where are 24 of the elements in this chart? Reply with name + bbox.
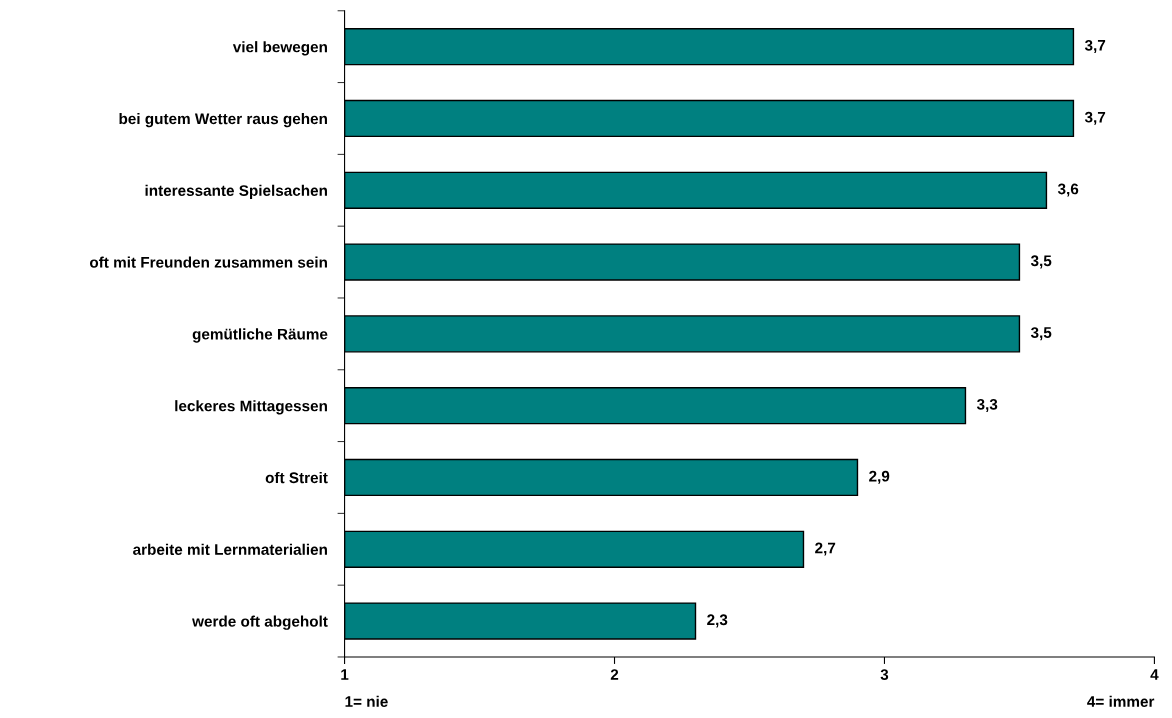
x-tick-label: 2	[610, 669, 619, 680]
y-tick-label: interessante Spielsachen	[145, 184, 327, 199]
y-tick-label: arbeite mit Lernmaterialien	[133, 543, 327, 555]
data-label: 3,3	[976, 398, 998, 412]
data-label: 2,7	[815, 542, 836, 556]
data-label: 2,3	[707, 614, 728, 628]
x-tick-label: 1	[341, 669, 349, 680]
data-label: 3,7	[1084, 111, 1106, 125]
y-tick-label: leckeres Mittagessen	[175, 400, 327, 415]
y-tick-label: bei gutem Wetter raus gehen	[119, 112, 327, 128]
data-label: 3,5	[1030, 255, 1052, 269]
text: 1= nie	[345, 695, 388, 707]
data-label: 3,7	[1084, 39, 1106, 53]
data-label: 3,5	[1030, 327, 1052, 341]
y-tick-label: gemütliche Räume	[192, 328, 328, 343]
data-label: 2,9	[869, 470, 890, 484]
data-label: 3,6	[1057, 183, 1079, 197]
y-tick-label: werde oft abgeholt	[192, 615, 328, 630]
y-tick-label: viel bewegen	[232, 41, 327, 56]
x-tick-label: 4	[1150, 669, 1159, 680]
y-tick-label: oft mit Freunden zusammen sein	[89, 256, 327, 268]
text: 4= immer	[1087, 695, 1155, 707]
x-tick-label: 3	[880, 669, 889, 681]
y-tick-label: oft Streit	[265, 471, 328, 484]
